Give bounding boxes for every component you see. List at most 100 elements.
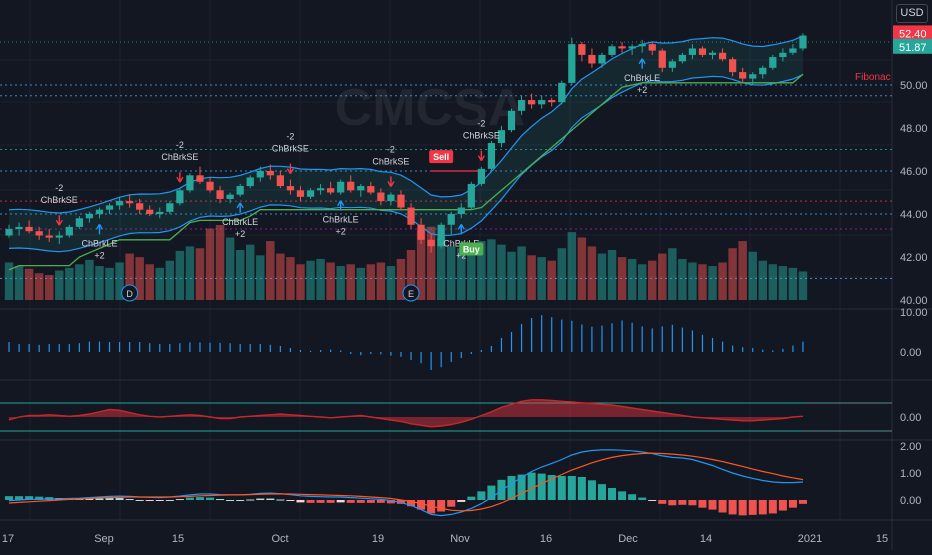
volume-bar (296, 264, 305, 300)
candles[interactable] (5, 33, 807, 253)
candle (337, 179, 345, 195)
volume-bar (235, 250, 245, 300)
time-axis[interactable]: 17 Sep 15 Oct 19 Nov 16 Dec 14 2021 15 (2, 533, 888, 545)
signal-name: ChBrkSE (41, 195, 78, 205)
volume-bar (286, 257, 295, 300)
candle-body (35, 231, 43, 236)
candle-body (186, 175, 194, 191)
volume-bar (306, 260, 315, 300)
volume-bar (396, 258, 406, 300)
candle-body (457, 207, 465, 214)
candle-body (85, 214, 94, 219)
candle-body (608, 46, 616, 55)
candle (126, 194, 134, 208)
volume-bar (55, 270, 64, 300)
price-axis[interactable]: 52.0050.0048.0046.0044.0042.0040.0052.40… (893, 25, 932, 507)
macd-histogram-bar (85, 498, 94, 500)
buy-badge (459, 242, 484, 256)
macd-histogram-bar (195, 497, 204, 500)
candle-body (316, 188, 325, 191)
fibonacci-label: Fibonac (855, 72, 891, 83)
candle (739, 67, 747, 83)
candle (799, 33, 807, 51)
candle-body (467, 183, 475, 208)
volume-bar (65, 267, 74, 300)
candle-body (497, 130, 506, 144)
macd-histogram-bar (125, 499, 134, 501)
candle (176, 188, 184, 206)
volume-bar (678, 258, 687, 300)
candle (136, 198, 144, 214)
macd-histogram-bar (95, 498, 104, 500)
volume-bar (256, 255, 265, 300)
strategy-signals: -2 ChBrkSE -2 ChBrkSE -2 ChBrkSE -2 ChBrkSE -2 Ch… (41, 58, 660, 302)
candle-body (638, 44, 646, 47)
candle-body (206, 181, 214, 191)
candle-body (276, 175, 284, 187)
candle-body (226, 194, 234, 199)
volume-bar (135, 257, 144, 300)
candle-body (397, 194, 405, 208)
macd-histogram-bar (658, 500, 667, 504)
candle (517, 95, 526, 116)
macd-histogram-bar (155, 500, 164, 501)
candle (588, 48, 596, 68)
volume-bar (316, 258, 325, 300)
currency-button[interactable]: USD (896, 4, 928, 23)
volume-bar (467, 253, 476, 300)
last-price-tag (893, 38, 932, 54)
macd-histogram-bar (537, 473, 546, 500)
volume-bar (668, 248, 677, 300)
macd-histogram-bar (487, 485, 496, 500)
candle-body (105, 205, 114, 210)
volume-bar (276, 253, 285, 300)
osc2-tick-label: 0.00 (900, 412, 921, 424)
signal-label: ChBrkLE (222, 217, 258, 227)
candle (387, 192, 395, 206)
candle (658, 48, 666, 73)
candle-body (698, 48, 707, 55)
candle (608, 44, 616, 58)
macd-tick-label: 1.00 (900, 468, 921, 480)
osc1-tick-label: 10.00 (900, 307, 928, 319)
volume-bar (426, 226, 436, 300)
macd-histogram-bar (457, 500, 466, 502)
macd-histogram-bar (618, 491, 627, 500)
volume-bar (527, 255, 536, 300)
time-tick-label: Nov (450, 533, 470, 545)
long-arrow (337, 200, 345, 211)
volume-bar (517, 246, 526, 300)
candle-body (447, 214, 455, 225)
candle (105, 203, 114, 214)
candle-body (146, 209, 154, 214)
signal-name: +2 (637, 85, 647, 95)
candle-body (236, 186, 244, 195)
candle (447, 211, 455, 236)
candle-body (266, 171, 274, 176)
candle-body (246, 177, 254, 187)
signal-name: +2 (235, 229, 245, 239)
channel-fill (9, 35, 803, 252)
lower-band (8, 74, 804, 253)
macd-histogram-bar (386, 500, 395, 504)
signal-label: -2 (286, 132, 294, 142)
candle (35, 226, 43, 240)
candle-body (115, 201, 124, 206)
macd-histogram-bar (638, 497, 647, 500)
volume-bar (487, 239, 496, 300)
macd-histogram-bar (185, 497, 194, 500)
sell-badge (429, 150, 454, 164)
candle-body (437, 224, 445, 247)
macd-histogram-bar (346, 500, 355, 503)
candle-body (407, 207, 415, 225)
volume-bar (125, 253, 134, 300)
candle (25, 220, 33, 234)
candle (286, 179, 295, 195)
signal-label: -2 (477, 119, 485, 129)
volume-bar (75, 264, 84, 300)
candle-body (678, 54, 686, 62)
candle (698, 46, 707, 58)
candle-body (477, 168, 485, 184)
